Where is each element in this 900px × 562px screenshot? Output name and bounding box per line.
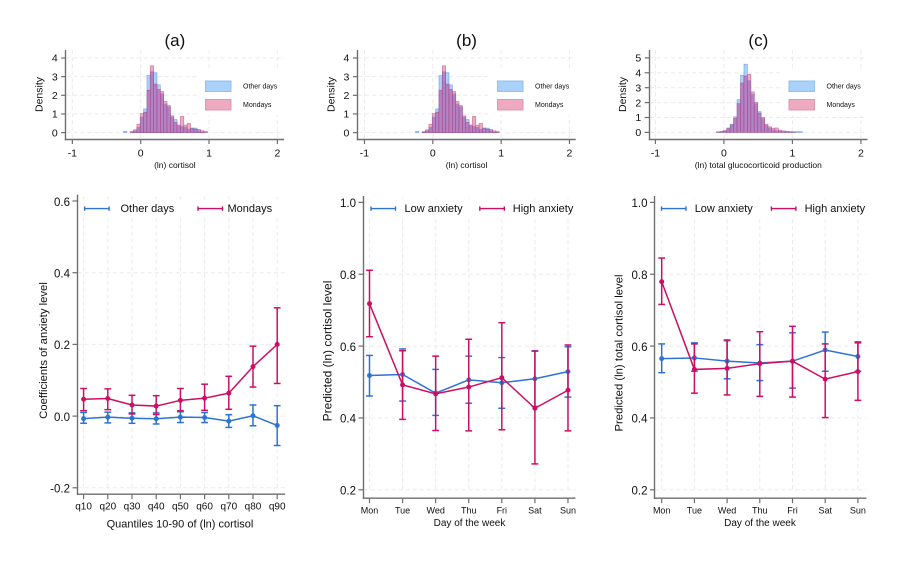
svg-text:5: 5 (635, 53, 641, 65)
svg-text:1: 1 (52, 109, 58, 121)
svg-text:(ln) cortisol: (ln) cortisol (446, 160, 488, 170)
svg-text:0: 0 (138, 148, 144, 160)
svg-text:Sat: Sat (818, 506, 832, 516)
svg-text:1: 1 (789, 148, 795, 160)
svg-text:0.2: 0.2 (340, 486, 356, 498)
svg-text:Density: Density (617, 76, 629, 112)
svg-text:Fri: Fri (787, 506, 798, 516)
svg-text:Wed: Wed (426, 506, 444, 516)
svg-text:Other days: Other days (535, 84, 570, 91)
svg-text:Tue: Tue (687, 506, 702, 516)
svg-text:0: 0 (721, 148, 727, 160)
svg-text:0.0: 0.0 (54, 412, 70, 424)
svg-text:High anxiety: High anxiety (513, 203, 574, 215)
svg-text:0.8: 0.8 (340, 270, 356, 282)
svg-text:0: 0 (635, 127, 641, 139)
svg-text:1: 1 (635, 112, 641, 124)
svg-text:Wed: Wed (718, 506, 736, 516)
svg-text:q50: q50 (172, 502, 189, 513)
svg-text:Thu: Thu (752, 506, 768, 516)
svg-text:-1: -1 (651, 148, 660, 160)
svg-text:2: 2 (635, 97, 641, 109)
svg-text:Sun: Sun (850, 506, 866, 516)
svg-text:4: 4 (635, 68, 641, 80)
svg-text:0.4: 0.4 (632, 414, 649, 426)
svg-text:q70: q70 (220, 502, 237, 513)
svg-text:1.0: 1.0 (340, 198, 356, 210)
svg-text:q10: q10 (75, 502, 92, 513)
svg-text:2: 2 (52, 90, 58, 102)
svg-text:0: 0 (344, 127, 350, 139)
svg-text:0.4: 0.4 (340, 414, 357, 426)
svg-text:Low anxiety: Low anxiety (405, 203, 464, 215)
svg-text:3: 3 (635, 82, 641, 94)
svg-text:2: 2 (344, 90, 350, 102)
svg-text:High anxiety: High anxiety (805, 203, 866, 215)
svg-text:(a): (a) (164, 31, 185, 50)
svg-text:Day of the week: Day of the week (724, 518, 797, 529)
svg-text:3: 3 (344, 71, 350, 83)
svg-text:0.2: 0.2 (632, 486, 648, 498)
svg-text:0.4: 0.4 (54, 269, 71, 281)
svg-text:-1: -1 (68, 148, 77, 160)
svg-text:Day of the week: Day of the week (434, 518, 507, 529)
svg-text:0.2: 0.2 (54, 340, 70, 352)
svg-text:2: 2 (274, 148, 280, 160)
svg-text:1: 1 (206, 148, 212, 160)
svg-text:Quantiles 10-90 of (ln) cortis: Quantiles 10-90 of (ln) cortisol (107, 519, 254, 531)
svg-text:Density: Density (325, 76, 337, 112)
svg-text:0: 0 (52, 127, 58, 139)
svg-text:Mondays: Mondays (228, 203, 273, 215)
svg-text:4: 4 (52, 53, 58, 65)
svg-text:(c): (c) (748, 31, 768, 50)
svg-text:Other days: Other days (121, 203, 175, 215)
svg-text:Other days: Other days (243, 84, 278, 91)
svg-text:Thu: Thu (461, 506, 477, 516)
svg-text:1: 1 (344, 109, 350, 121)
svg-text:Density: Density (34, 76, 46, 112)
svg-text:(ln) total glucocorticoid prod: (ln) total glucocorticoid production (695, 160, 822, 170)
svg-text:1: 1 (498, 148, 504, 160)
svg-text:Mon: Mon (361, 506, 379, 516)
svg-text:Other days: Other days (827, 84, 862, 91)
svg-text:1.0: 1.0 (632, 198, 648, 210)
svg-text:Predicted (ln) total cortisol: Predicted (ln) total cortisol level (614, 275, 626, 432)
svg-text:0.8: 0.8 (632, 270, 648, 282)
svg-text:3: 3 (52, 71, 58, 83)
svg-text:Sat: Sat (528, 506, 542, 516)
svg-text:q30: q30 (124, 502, 141, 513)
svg-text:Low anxiety: Low anxiety (695, 203, 754, 215)
svg-text:Tue: Tue (395, 506, 410, 516)
svg-text:Mondays: Mondays (827, 102, 856, 109)
svg-text:Predicted (ln) cortisol level: Predicted (ln) cortisol level (321, 281, 335, 422)
svg-text:2: 2 (858, 148, 864, 160)
svg-text:Sun: Sun (560, 506, 576, 516)
svg-text:Mon: Mon (653, 506, 671, 516)
svg-text:Mondays: Mondays (535, 102, 564, 109)
svg-text:(b): (b) (456, 31, 477, 50)
svg-text:q60: q60 (196, 502, 213, 513)
svg-text:4: 4 (344, 53, 350, 65)
svg-text:0.6: 0.6 (54, 197, 70, 209)
svg-text:(ln) cortisol: (ln) cortisol (154, 160, 196, 170)
svg-text:q90: q90 (269, 502, 286, 513)
svg-text:Coefficients of anxiety level: Coefficients of anxiety level (38, 282, 50, 419)
svg-text:2: 2 (567, 148, 573, 160)
svg-text:q20: q20 (99, 502, 116, 513)
svg-text:0.6: 0.6 (632, 342, 648, 354)
svg-text:0: 0 (430, 148, 436, 160)
svg-text:Mondays: Mondays (243, 102, 272, 109)
svg-text:0.6: 0.6 (340, 342, 356, 354)
svg-text:-1: -1 (360, 148, 369, 160)
svg-text:-0.2: -0.2 (50, 484, 70, 496)
svg-text:q80: q80 (245, 502, 262, 513)
svg-text:Fri: Fri (497, 506, 508, 516)
svg-text:q40: q40 (148, 502, 165, 513)
